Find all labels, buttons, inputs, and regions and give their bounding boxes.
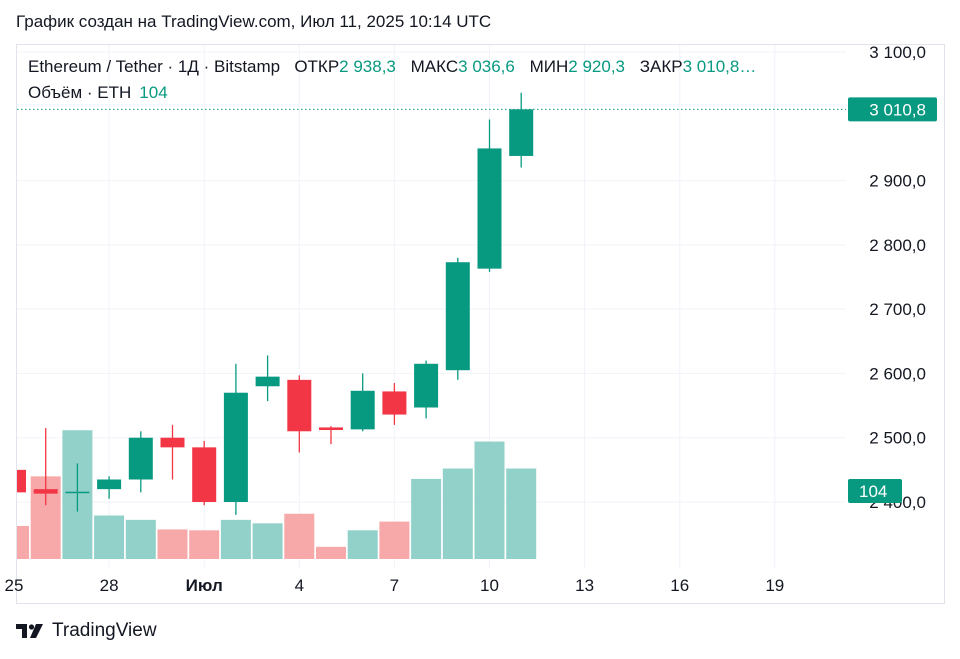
candle-body[interactable]	[477, 148, 502, 269]
volume-bar[interactable]	[189, 530, 220, 559]
tradingview-logo-icon	[16, 624, 43, 638]
y-tick-label: 2 700,0	[869, 300, 926, 319]
volume-bar[interactable]	[316, 546, 346, 559]
last-volume-label: 104	[859, 482, 887, 501]
volume-bar[interactable]	[284, 513, 315, 559]
x-tick-label: 28	[100, 576, 119, 595]
last-volume-badge	[848, 479, 902, 503]
volume-bar[interactable]	[442, 468, 473, 559]
candle-body[interactable]	[33, 489, 58, 494]
chart-frame[interactable]	[16, 44, 945, 604]
candle-body[interactable]	[445, 262, 470, 371]
volume-bar[interactable]	[157, 529, 188, 559]
candle-body[interactable]	[128, 437, 153, 480]
volume-bar[interactable]	[220, 519, 251, 559]
footer: TradingView	[16, 620, 157, 642]
x-tick-label: 25	[5, 576, 24, 595]
candle-body[interactable]	[65, 491, 90, 494]
ohlc-legend: Ethereum / Tether · 1Д · Bitstamp ОТКР2 …	[28, 57, 766, 77]
candle-body[interactable]	[414, 363, 439, 408]
candle-body[interactable]	[382, 391, 407, 415]
high-value: 3 036,6	[458, 57, 515, 76]
volume-legend: Объём · ETH 104	[28, 83, 168, 103]
candle-body[interactable]	[319, 427, 343, 430]
volume-value: 104	[139, 83, 168, 102]
low-label: МИН	[529, 57, 569, 76]
volume-bar[interactable]	[0, 525, 29, 559]
candle-body[interactable]	[255, 376, 280, 387]
y-tick-label: 2 600,0	[869, 364, 926, 383]
volume-bar[interactable]	[411, 478, 442, 559]
y-tick-label: 3 100,0	[869, 43, 926, 62]
candle-body[interactable]	[2, 469, 26, 493]
close-value: 3 010,8…	[682, 57, 757, 76]
open-label: ОТКР	[294, 57, 340, 76]
high-label: МАКС	[410, 57, 459, 76]
volume-bar[interactable]	[347, 530, 378, 559]
last-price-label: 3 010,8	[869, 100, 926, 119]
y-tick-label: 2 500,0	[869, 429, 926, 448]
candle-body[interactable]	[192, 447, 217, 502]
volume-bar[interactable]	[252, 523, 283, 559]
y-tick-label: 2 900,0	[869, 172, 926, 191]
volume-bar[interactable]	[379, 521, 410, 559]
x-tick-label: 16	[670, 576, 689, 595]
chart-caption: График создан на TradingView.com, Июл 11…	[16, 12, 492, 31]
candle-body[interactable]	[160, 437, 185, 448]
tradingview-brand: TradingView	[52, 620, 157, 641]
volume-bar[interactable]	[474, 441, 505, 559]
candle-body[interactable]	[223, 392, 248, 502]
x-tick-label: 10	[480, 576, 499, 595]
volume-bar[interactable]	[125, 519, 156, 559]
symbol-label[interactable]: Ethereum / Tether · 1Д · Bitstamp	[28, 57, 281, 76]
candle-body[interactable]	[509, 109, 534, 156]
last-price-badge	[848, 97, 937, 122]
candle-body[interactable]	[97, 479, 122, 490]
x-tick-label: 19	[765, 576, 784, 595]
volume-bar[interactable]	[94, 515, 125, 560]
series-group	[0, 92, 537, 560]
volume-label[interactable]: Объём · ETH	[28, 83, 132, 102]
close-label: ЗАКР	[639, 57, 683, 76]
open-value: 2 938,3	[339, 57, 396, 76]
x-tick-label: Июл	[186, 576, 223, 595]
candle-body[interactable]	[287, 379, 312, 432]
x-tick-label: 4	[295, 576, 304, 595]
volume-bar[interactable]	[506, 468, 537, 559]
y-tick-label: 2 800,0	[869, 236, 926, 255]
x-tick-label: 13	[575, 576, 594, 595]
low-value: 2 920,3	[568, 57, 626, 76]
candle-body[interactable]	[350, 390, 375, 430]
x-tick-label: 7	[390, 576, 399, 595]
